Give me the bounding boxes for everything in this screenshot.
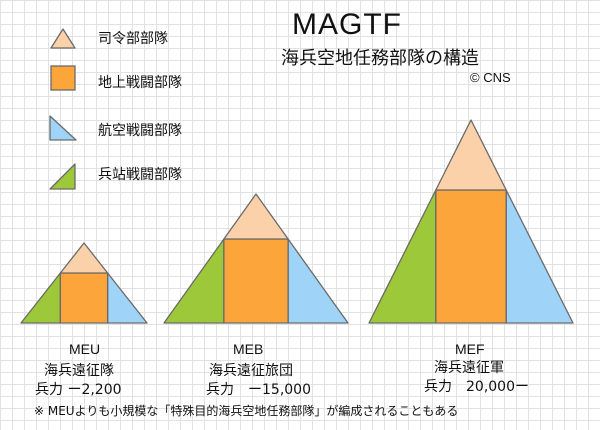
meu-logistics-element: [20, 272, 62, 324]
copyright-notice: © CNS: [470, 70, 511, 85]
meb-logistics-element: [163, 238, 225, 324]
mef-hq-element: [435, 119, 507, 191]
unit-meb-strength: 兵力 ー15,000: [206, 382, 311, 398]
unit-meb-name: MEB: [233, 341, 264, 357]
legend-label-aviation: 航空戦闘部隊: [98, 123, 182, 139]
unit-meb-jp-name: 海兵遠征旅団: [209, 363, 293, 379]
meu-hq-element: [59, 242, 109, 274]
footnote: ※ MEUよりも小規模な「特殊目的海兵空地任務部隊」が編成されることもある: [34, 404, 459, 418]
legend-swatch-aviation: [49, 115, 77, 141]
mef-aviation-element: [505, 189, 574, 324]
legend-label-logistics: 兵站戦闘部隊: [98, 167, 182, 183]
unit-meu-name: MEU: [69, 341, 101, 357]
legend-label-ground: 地上戦闘部隊: [98, 75, 182, 91]
legend-swatch-logistics: [49, 163, 76, 190]
meb-aviation-element: [287, 238, 349, 324]
unit-meu-jp-name: 海兵遠征隊: [44, 363, 114, 379]
meu-ground-element: [59, 272, 109, 324]
mef-logistics-element: [368, 189, 437, 324]
legend-swatch-hq: [50, 28, 76, 49]
meb-hq-element: [223, 193, 289, 240]
legend-label-hq: 司令部部隊: [98, 31, 168, 47]
diagram-subtitle: 海兵空地任務部隊の構造: [281, 48, 479, 69]
diagram-title: MAGTF: [292, 8, 402, 41]
mef-ground-element: [435, 189, 507, 324]
unit-mef-name: MEF: [455, 341, 485, 357]
meu-aviation-element: [106, 272, 148, 324]
unit-meu-strength: 兵力 ー2,200: [35, 382, 122, 398]
unit-mef-jp-name: 海兵遠征軍: [434, 360, 504, 376]
unit-mef-strength: 兵力 20,000ー: [424, 379, 529, 395]
legend-swatch-ground: [50, 65, 76, 91]
meb-ground-element: [223, 238, 289, 324]
